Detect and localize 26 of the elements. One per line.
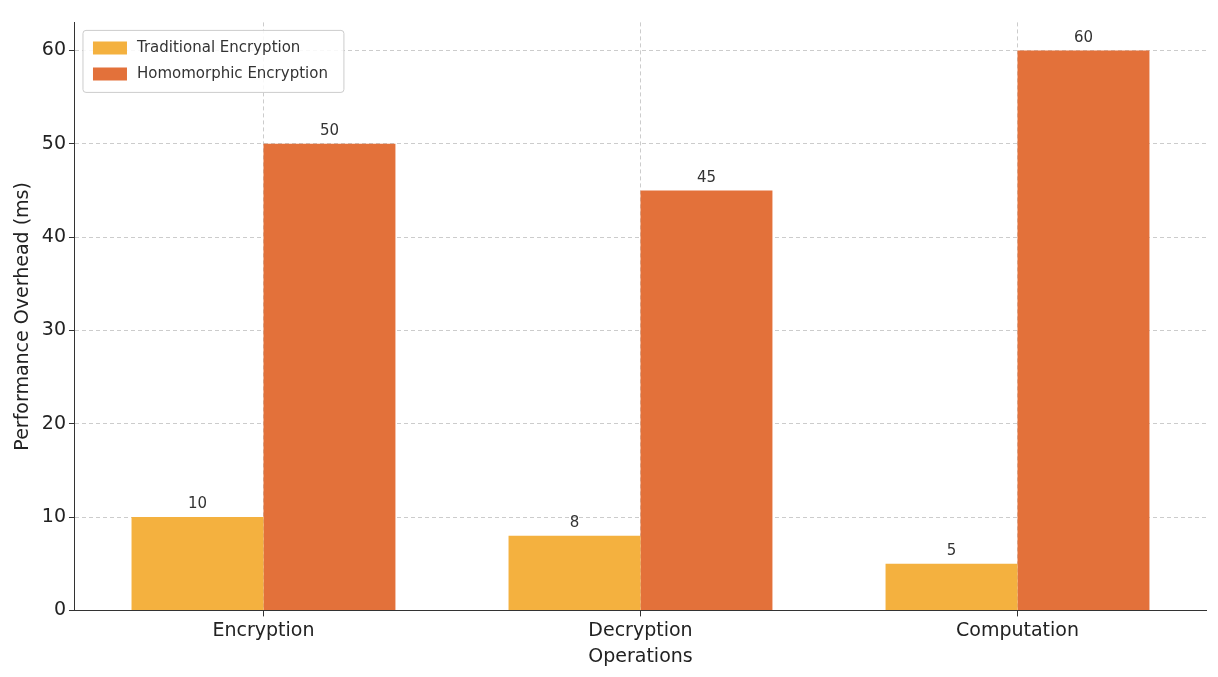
x-tick-label: Encryption [212,617,315,640]
bar [131,517,264,610]
data-label: 50 [319,121,339,140]
bar [1017,50,1150,610]
legend-label: Homomorphic Encryption [136,64,328,83]
y-axis-title: Performance Overhead (ms) [10,182,33,451]
y-tick-label: 0 [53,597,66,620]
x-axis-title: Operations [588,643,693,666]
y-tick-label: 10 [41,504,66,526]
legend-label: Traditional Encryption [135,38,301,57]
y-tick-label: 50 [41,130,66,153]
bar [263,143,396,610]
y-tick-label: 40 [41,224,66,246]
x-tick-label: Computation [956,617,1079,640]
data-label: 8 [569,513,580,532]
x-tick-label: Decryption [588,617,693,640]
y-tick-label: 20 [41,410,66,433]
data-label: 60 [1073,27,1094,46]
y-tick-label: 60 [41,37,66,60]
data-label: 10 [187,494,208,513]
bar [885,563,1018,610]
data-label: 45 [696,167,717,186]
data-label: 5 [946,541,957,560]
y-tick-label: 30 [41,317,66,340]
bar [640,190,773,610]
bar [508,535,641,610]
